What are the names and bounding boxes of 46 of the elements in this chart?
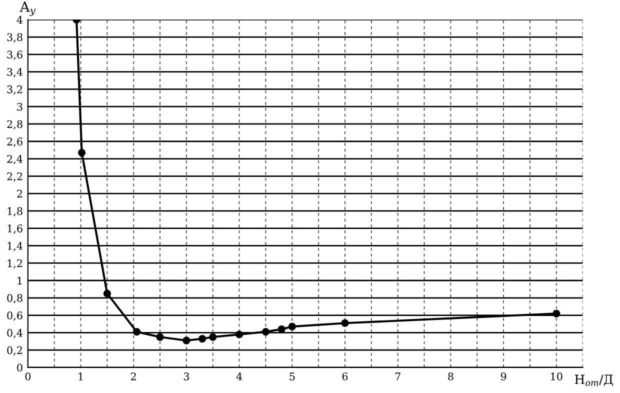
point [209, 333, 217, 341]
point [262, 328, 270, 336]
y-tick-label: 0,6 [7, 312, 22, 321]
y-tick-label: 2,8 [7, 120, 22, 130]
x-tick-label: 4 [236, 372, 242, 380]
x-axis-title: H$_{от}$/Д [574, 374, 613, 386]
point [156, 333, 164, 341]
x-tick-label: 6 [342, 372, 348, 380]
y-tick-label: 2,6 [7, 138, 22, 147]
y-tick-label: 3,2 [7, 85, 22, 95]
x-tick-label: 8 [448, 372, 454, 380]
y-axis-title: A$_{у}$ [20, 2, 36, 16]
y-tick-label: 1,8 [8, 207, 22, 216]
y-tick-label: 1,4 [8, 242, 23, 252]
x-tick-label: 3 [184, 372, 189, 380]
point [132, 328, 141, 336]
point [552, 310, 560, 318]
y-tick-label: 0,4 [7, 328, 23, 338]
x-tick-label: 5 [290, 372, 295, 380]
y-tick-label: 3,4 [7, 68, 23, 78]
y-tick-label: 0 [17, 364, 22, 372]
point [341, 319, 349, 327]
y-tick-label: 1 [18, 276, 22, 284]
y-tick-label: 3,8 [7, 33, 22, 42]
x-tick-label: 0 [25, 372, 31, 380]
y-tick-label: 4 [16, 16, 23, 24]
y-tick-label: 3,6 [7, 50, 22, 60]
x-tick-label: 9 [500, 372, 506, 380]
point [182, 336, 190, 344]
y-tick-label: 0,2 [7, 346, 22, 356]
x-tick-label: 10 [551, 372, 562, 380]
y-tick-label: 3 [17, 102, 22, 111]
x-tick-label: 2 [130, 372, 136, 380]
point [198, 334, 206, 343]
point [235, 330, 244, 338]
point [288, 322, 296, 330]
point [78, 148, 86, 157]
y-tick-label: 2,4 [7, 155, 23, 164]
point [103, 290, 111, 298]
y-tick-label: 1,2 [8, 259, 22, 268]
x-tick-label: 7 [395, 372, 400, 380]
x-tick-label: 1 [78, 372, 83, 380]
y-tick-label: 0,8 [7, 294, 22, 304]
y-tick-label: 2,2 [7, 172, 22, 182]
y-tick-label: 1,6 [8, 224, 22, 234]
y-tick-label: 2 [17, 190, 22, 198]
